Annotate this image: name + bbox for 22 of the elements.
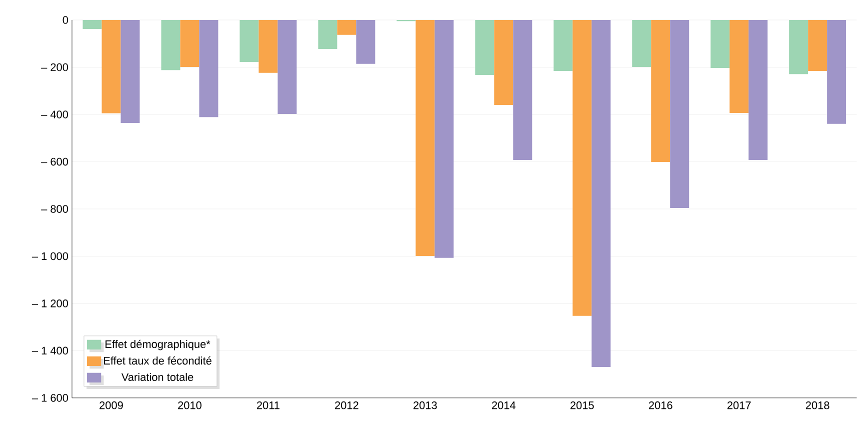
x-tick-label: 2016 xyxy=(648,401,672,410)
y-tick-label: – 600 xyxy=(41,158,68,166)
y-tick-label: – 200 xyxy=(41,63,68,72)
legend-label: Effet taux de fécondité xyxy=(104,356,212,365)
x-tick-label: 2013 xyxy=(414,401,437,410)
legend-label: Variation totale xyxy=(121,372,194,382)
y-tick-label: – 1 400 xyxy=(32,346,68,355)
y-tick-label: – 400 xyxy=(41,110,68,118)
legend-label: Effet démographique* xyxy=(106,340,210,350)
y-tick-label: – 1 600 xyxy=(32,394,68,402)
y-tick-label: – 800 xyxy=(41,205,68,213)
x-tick-label: 2010 xyxy=(178,401,202,410)
x-tick-label: 2018 xyxy=(806,401,830,410)
x-tick-label: 2015 xyxy=(570,401,594,410)
x-tick-label: 2009 xyxy=(100,401,123,410)
y-tick-label: – 1 200 xyxy=(32,300,68,308)
x-tick-label: 2014 xyxy=(492,401,516,410)
x-tick-label: 2011 xyxy=(256,401,280,410)
y-tick-label: 0 xyxy=(62,16,68,24)
y-tick-label: – 1 000 xyxy=(32,252,68,260)
x-tick-label: 2012 xyxy=(335,401,358,410)
x-tick-label: 2017 xyxy=(727,401,751,410)
